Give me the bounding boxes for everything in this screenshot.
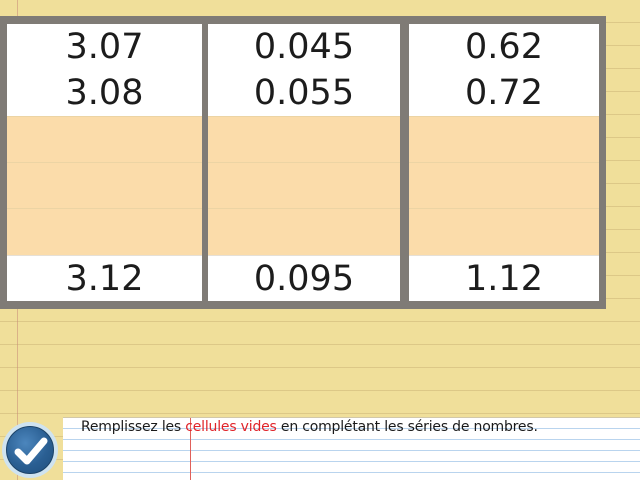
series-1-value-last: 3.12 (7, 255, 202, 301)
instruction-text-end: en complétant les séries de nombres. (276, 419, 538, 435)
empty-cell-input[interactable] (7, 208, 202, 256)
checkmark-icon (14, 437, 48, 465)
series-3-value-2: 0.72 (465, 73, 543, 113)
series-column-3: 0.62 0.72 1.12 (409, 24, 599, 301)
series-1-value-1: 3.07 (65, 27, 144, 67)
empty-cell-input[interactable] (208, 208, 400, 256)
series-2-value-last: 0.095 (208, 255, 400, 301)
instruction-text: Remplissez les cellules vides en complét… (81, 419, 538, 435)
number-series-table: 3.07 3.08 3.12 0.045 0.055 0.095 0.62 0.… (0, 16, 606, 309)
instruction-text-start: Remplissez les (81, 419, 186, 435)
series-column-1: 3.07 3.08 3.12 (7, 24, 202, 301)
instruction-highlight: cellules vides (185, 419, 277, 435)
series-3-value-last: 1.12 (409, 255, 599, 301)
empty-cell-input[interactable] (208, 162, 400, 209)
series-3-value-1: 0.62 (465, 27, 543, 67)
empty-cell-input[interactable] (409, 116, 599, 163)
empty-cell-input[interactable] (7, 162, 202, 209)
series-1-value-2: 3.08 (65, 73, 144, 113)
instruction-note: Remplissez les cellules vides en complét… (63, 417, 640, 480)
series-column-2: 0.045 0.055 0.095 (208, 24, 400, 301)
check-button-face[interactable] (6, 426, 54, 474)
empty-cell-input[interactable] (409, 162, 599, 209)
series-2-value-1: 0.045 (253, 27, 355, 67)
note-margin-line (190, 418, 191, 480)
series-2-value-2: 0.055 (253, 73, 355, 113)
empty-cell-input[interactable] (7, 116, 202, 163)
empty-cell-input[interactable] (409, 208, 599, 256)
instruction-bar: Remplissez les cellules vides en complét… (0, 417, 640, 480)
check-answer-button[interactable] (2, 422, 58, 478)
empty-cell-input[interactable] (208, 116, 400, 163)
